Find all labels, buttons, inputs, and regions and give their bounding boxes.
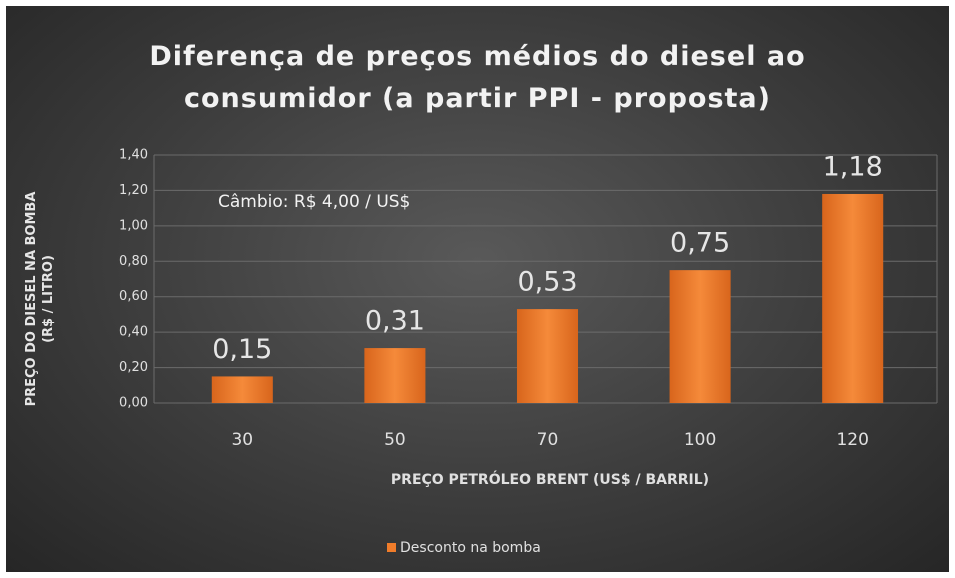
y-tick-label: 0,60	[119, 289, 148, 304]
y-axis-label: PREÇO DO DIESEL NA BOMBA (R$ / LITRO)	[24, 191, 56, 407]
data-label: 0,15	[212, 334, 272, 365]
data-label: 1,18	[823, 151, 883, 182]
x-tick-label: 50	[384, 430, 406, 450]
chart-title: Diferença de preços médios do diesel ao …	[149, 41, 806, 114]
bar	[669, 270, 731, 403]
x-tick-label: 30	[231, 430, 253, 450]
bar	[211, 376, 273, 403]
data-label: 0,31	[365, 306, 425, 337]
x-tick-label: 120	[836, 430, 868, 450]
x-tick-label: 70	[537, 430, 559, 450]
x-tick-label: 100	[684, 430, 716, 450]
y-tick-label: 1,00	[119, 218, 148, 233]
y-tick-label: 0,40	[119, 325, 148, 340]
annotation: Câmbio: R$ 4,00 / US$	[218, 192, 410, 212]
bar	[364, 348, 426, 403]
data-label: 0,75	[670, 228, 730, 259]
bar	[822, 193, 884, 403]
y-tick-label: 1,40	[119, 148, 148, 163]
x-axis-label: PREÇO PETRÓLEO BRENT (US$ / BARRIL)	[391, 470, 709, 488]
legend-label: Desconto na bomba	[400, 540, 541, 556]
y-tick-label: 0,80	[119, 254, 148, 269]
legend-swatch	[387, 543, 396, 552]
data-label: 0,53	[517, 267, 577, 298]
y-tick-label: 0,20	[119, 360, 148, 375]
y-tick-label: 1,20	[119, 183, 148, 198]
chart-area: 0,00 0,20 0,40 0,60 0,80 1,00 1,20 1,40 Câmbio: …	[6, 6, 949, 572]
bar	[516, 309, 579, 403]
y-tick-label: 0,00	[119, 396, 148, 411]
chart: 0,00 0,20 0,40 0,60 0,80 1,00 1,20 1,40 Câmbio: …	[119, 148, 938, 556]
